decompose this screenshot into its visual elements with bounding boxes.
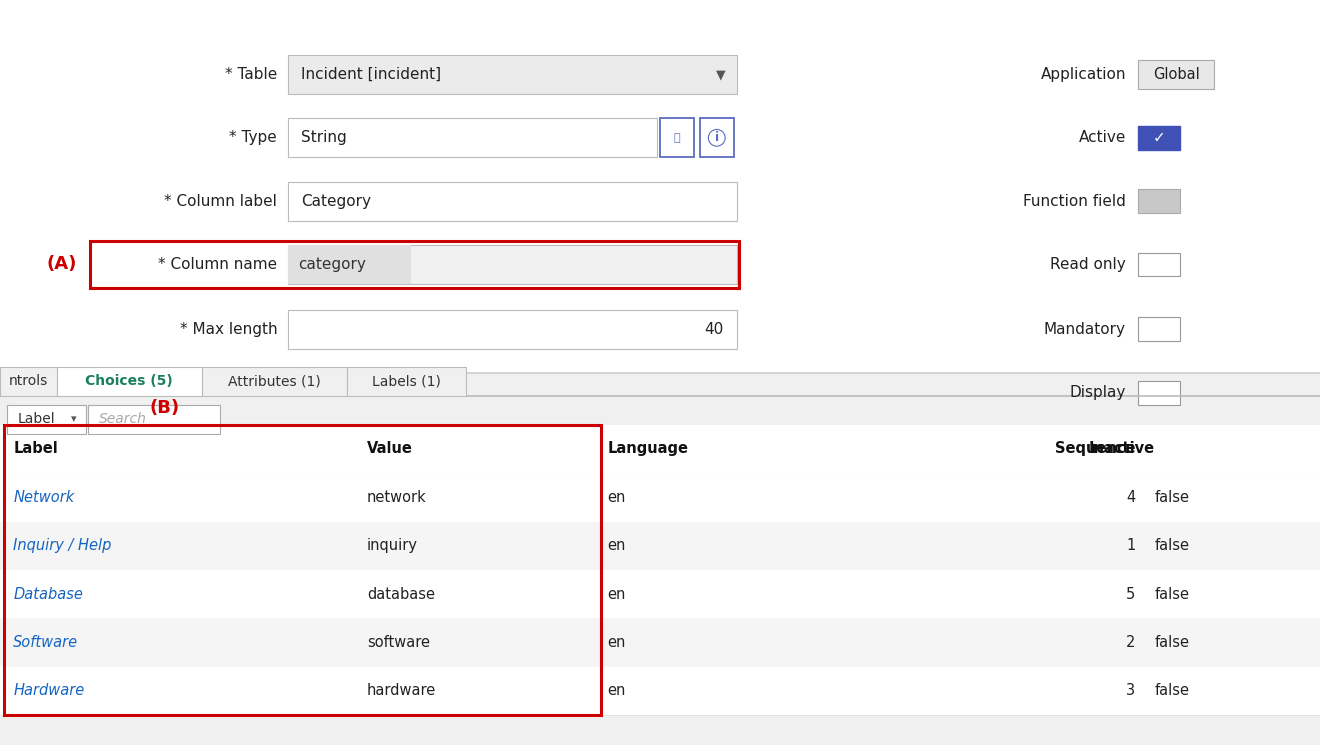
Text: 5: 5	[1126, 586, 1135, 602]
Text: ▼: ▼	[717, 68, 726, 81]
Text: 1: 1	[1126, 538, 1135, 554]
Text: ntrols: ntrols	[9, 375, 48, 388]
Text: * Column name: * Column name	[158, 257, 277, 272]
Text: Application: Application	[1040, 67, 1126, 82]
Text: Value: Value	[367, 441, 413, 457]
Bar	[288, 55, 737, 94]
Text: false: false	[1155, 489, 1191, 505]
Bar	[0, 372, 1320, 745]
Bar	[288, 245, 737, 284]
Text: 40: 40	[704, 322, 723, 337]
Bar	[0, 570, 1320, 618]
Text: false: false	[1155, 683, 1191, 699]
Text: network: network	[367, 489, 426, 505]
Bar	[288, 182, 737, 221]
Text: en: en	[607, 538, 626, 554]
Text: Category: Category	[301, 194, 371, 209]
Text: en: en	[607, 635, 626, 650]
Text: category: category	[298, 257, 366, 272]
Text: * Table: * Table	[224, 67, 277, 82]
Bar	[4, 425, 601, 715]
Text: Labels (1): Labels (1)	[372, 375, 441, 388]
Bar	[288, 310, 737, 349]
Bar	[0, 0, 1320, 372]
Text: Choices (5): Choices (5)	[86, 375, 173, 388]
Text: Attributes (1): Attributes (1)	[228, 375, 321, 388]
Text: Database: Database	[13, 586, 83, 602]
Text: Inactive: Inactive	[1089, 441, 1155, 457]
Bar	[660, 118, 694, 157]
Bar	[90, 241, 739, 288]
Text: Language: Language	[607, 441, 688, 457]
Text: database: database	[367, 586, 436, 602]
Text: Display: Display	[1069, 385, 1126, 400]
Text: Software: Software	[13, 635, 78, 650]
Bar	[700, 118, 734, 157]
Text: false: false	[1155, 538, 1191, 554]
Text: false: false	[1155, 586, 1191, 602]
Text: Sequence: Sequence	[1055, 441, 1135, 457]
Text: Read only: Read only	[1051, 257, 1126, 272]
Bar	[0, 398, 1320, 434]
Bar	[202, 367, 347, 396]
Bar	[288, 245, 411, 284]
Text: en: en	[607, 683, 626, 699]
Text: i: i	[714, 131, 719, 145]
Text: (A): (A)	[46, 256, 77, 273]
Bar	[7, 405, 86, 434]
Text: * Column label: * Column label	[164, 194, 277, 209]
Bar	[1138, 253, 1180, 276]
Text: Mandatory: Mandatory	[1044, 322, 1126, 337]
Text: Active: Active	[1078, 130, 1126, 145]
Bar	[0, 367, 57, 396]
Bar	[0, 618, 1320, 667]
Text: Hardware: Hardware	[13, 683, 84, 699]
Bar	[1138, 60, 1214, 89]
Text: 3: 3	[1126, 683, 1135, 699]
Text: en: en	[607, 489, 626, 505]
Bar	[88, 405, 220, 434]
Bar	[0, 522, 1320, 570]
Bar	[57, 367, 202, 396]
Bar	[347, 367, 466, 396]
Text: ✓: ✓	[1152, 130, 1166, 145]
Bar	[288, 118, 657, 157]
Text: false: false	[1155, 635, 1191, 650]
Text: inquiry: inquiry	[367, 538, 418, 554]
Text: Function field: Function field	[1023, 194, 1126, 209]
Text: 2: 2	[1126, 635, 1135, 650]
Text: Incident [incident]: Incident [incident]	[301, 67, 441, 82]
Bar	[1138, 381, 1180, 405]
Text: 4: 4	[1126, 489, 1135, 505]
Text: * Max length: * Max length	[180, 322, 277, 337]
Text: Global: Global	[1152, 67, 1200, 82]
Bar	[0, 425, 1320, 473]
Bar	[0, 667, 1320, 715]
Text: * Type: * Type	[230, 130, 277, 145]
Text: Network: Network	[13, 489, 74, 505]
Text: ▾: ▾	[71, 414, 77, 425]
Text: Inquiry / Help: Inquiry / Help	[13, 538, 112, 554]
Bar	[1138, 189, 1180, 213]
Bar	[0, 473, 1320, 522]
Text: hardware: hardware	[367, 683, 436, 699]
Text: Label: Label	[13, 441, 58, 457]
Text: en: en	[607, 586, 626, 602]
Text: (B): (B)	[150, 399, 180, 417]
Text: Search: Search	[99, 413, 147, 426]
Bar	[1138, 126, 1180, 150]
Text: Label: Label	[17, 413, 55, 426]
Bar	[1138, 317, 1180, 341]
Text: String: String	[301, 130, 347, 145]
Text: 🔍: 🔍	[673, 133, 681, 143]
Text: software: software	[367, 635, 430, 650]
